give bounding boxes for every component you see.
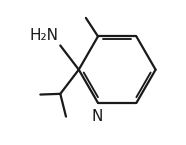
Text: H₂N: H₂N [30,28,59,43]
Text: N: N [92,109,103,124]
